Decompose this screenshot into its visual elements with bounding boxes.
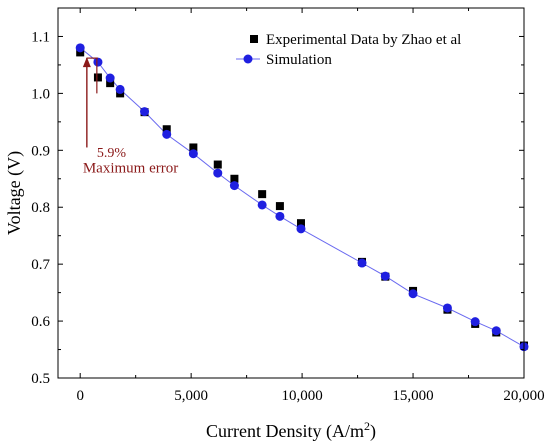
experimental-point — [189, 143, 198, 152]
simulation-point — [105, 73, 115, 83]
experimental-point — [296, 219, 305, 228]
simulation-point — [408, 289, 418, 299]
error-arrow-head — [82, 57, 91, 68]
plot-marks — [75, 43, 529, 352]
experimental-point — [162, 125, 171, 134]
x-tick-label: 5,000 — [174, 388, 208, 404]
experimental-point — [76, 48, 85, 57]
simulation-point — [296, 224, 306, 234]
experimental-point — [230, 174, 239, 183]
experimental-point — [213, 160, 222, 169]
y-tick-label: 1.1 — [31, 29, 50, 45]
simulation-point — [93, 57, 103, 67]
y-tick-label: 1.0 — [31, 86, 50, 102]
series-line-simulation — [79, 47, 525, 348]
plot-lines — [79, 47, 525, 348]
legend-label-experimental: Experimental Data by Zhao et al — [266, 32, 461, 48]
simulation-point — [162, 129, 172, 139]
y-tick-label: 0.8 — [31, 200, 50, 216]
max-error-annotation: 5.9%Maximum error — [82, 57, 178, 176]
simulation-point — [357, 258, 367, 268]
experimental-point — [275, 202, 284, 211]
x-axis-label: Current Density (A/m2) — [206, 419, 376, 442]
x-tick-label: 10,000 — [281, 388, 322, 404]
legend-marker-simulation — [243, 54, 253, 64]
simulation-point — [442, 303, 452, 313]
experimental-point — [258, 190, 267, 199]
experimental-point — [106, 79, 115, 88]
y-tick-label: 0.9 — [31, 143, 50, 159]
simulation-point — [213, 168, 223, 178]
y-tick-label: 0.6 — [31, 314, 50, 330]
y-axis-label: Voltage (V) — [4, 151, 25, 235]
experimental-point — [93, 73, 102, 82]
simulation-point — [380, 271, 390, 281]
y-tick-label: 0.5 — [31, 371, 50, 387]
simulation-point — [115, 84, 125, 94]
x-tick-label: 0 — [76, 388, 84, 404]
y-tick-label: 0.7 — [31, 257, 50, 273]
simulation-point — [491, 326, 501, 336]
legend-marker-experimental — [250, 35, 258, 43]
simulation-point — [229, 181, 239, 191]
simulation-point — [275, 211, 285, 221]
simulation-point — [257, 200, 267, 210]
x-tick-label: 15,000 — [392, 388, 433, 404]
simulation-point — [140, 107, 150, 117]
plot-frame — [57, 7, 525, 379]
x-tick-label: 20,000 — [503, 388, 544, 404]
error-text-label: Maximum error — [83, 160, 178, 176]
legend-label-simulation: Simulation — [266, 52, 332, 68]
error-value-label: 5.9% — [97, 146, 127, 161]
axes: 0 5,000 10,000 15,000 20,000 0.5 0.6 0.7 0.8 0.9 1… — [4, 7, 545, 442]
legend: Experimental Data by Zhao et al Simulatio… — [236, 32, 461, 68]
simulation-point — [470, 317, 480, 327]
simulation-point — [75, 43, 85, 53]
simulation-point — [188, 149, 198, 159]
